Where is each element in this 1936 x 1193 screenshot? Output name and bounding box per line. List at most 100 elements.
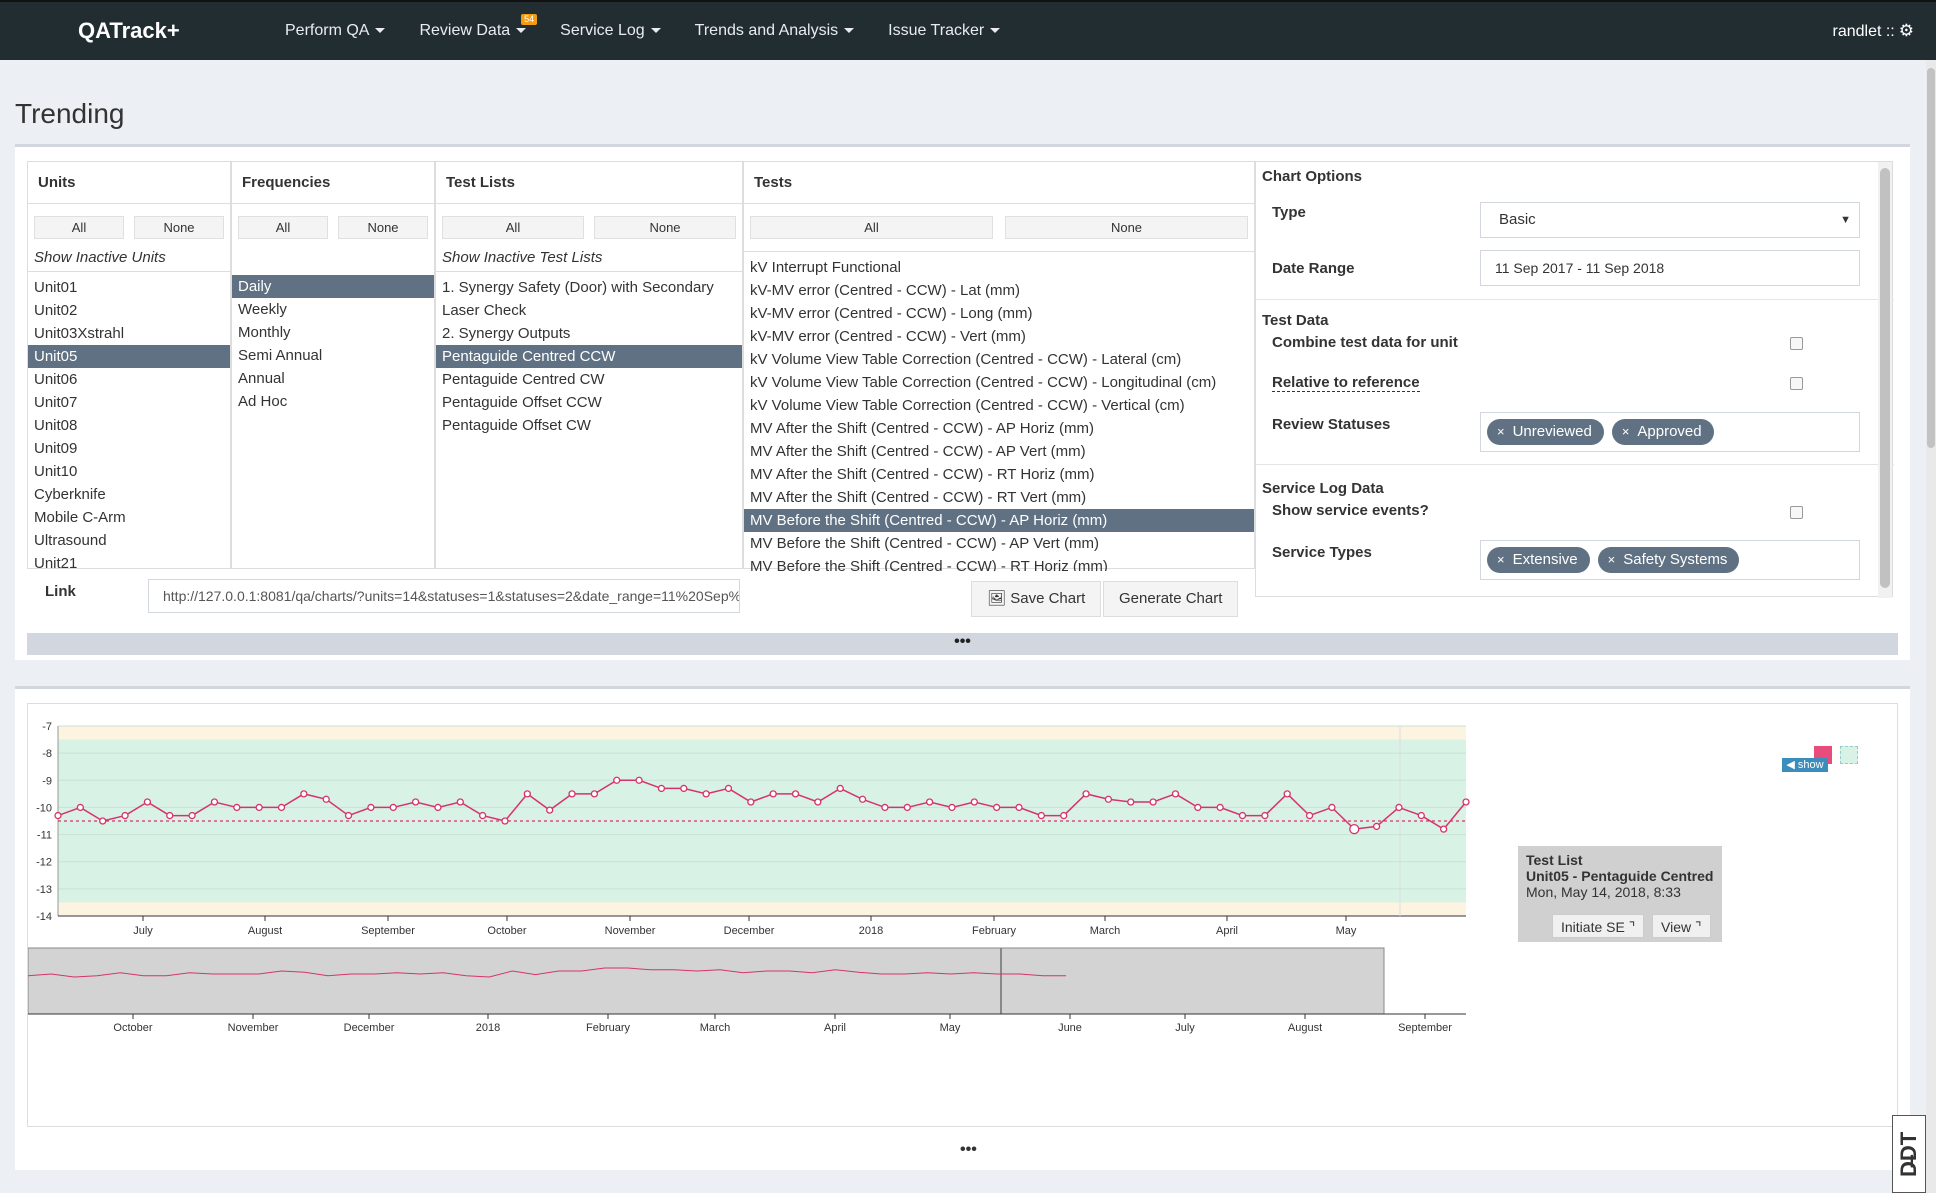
unit-list-item[interactable]: Unit10 <box>34 463 78 480</box>
brand-logo[interactable]: QATrack+ <box>0 2 264 60</box>
show-inactive-units-link[interactable]: Show Inactive Units <box>34 249 166 266</box>
test-list-item[interactable]: 2. Synergy Outputs <box>442 325 571 342</box>
test-item[interactable]: kV Volume View Table Correction (Centred… <box>750 374 1217 391</box>
data-point <box>277 803 286 812</box>
remove-icon[interactable]: × <box>1497 552 1505 567</box>
frequency-list-item[interactable]: Weekly <box>238 301 287 318</box>
test-item[interactable]: MV Before the Shift (Centred - CCW) - AP… <box>744 509 1254 532</box>
unit-list-item[interactable]: Unit08 <box>34 417 78 434</box>
frequencies-none-button[interactable]: None <box>338 216 428 239</box>
frequency-list-item[interactable]: Monthly <box>238 324 291 341</box>
test-item[interactable]: MV Before the Shift (Centred - CCW) - AP… <box>750 535 1099 552</box>
unit-list-item[interactable]: Cyberknife <box>34 486 106 503</box>
collapse-filters-bar[interactable]: ••• <box>27 633 1898 655</box>
test-item[interactable]: kV Volume View Table Correction (Centred… <box>750 397 1185 414</box>
nav-issue-tracker[interactable]: Issue Tracker <box>871 2 1017 60</box>
combine-test-data-checkbox[interactable] <box>1790 337 1803 350</box>
test-item[interactable]: kV Interrupt Functional <box>750 259 901 276</box>
tests-none-button[interactable]: None <box>1005 216 1248 239</box>
tests-all-button[interactable]: All <box>750 216 993 239</box>
test-list-item[interactable]: 1. Synergy Safety (Door) with Secondary <box>442 279 714 296</box>
chart-type-select[interactable]: Basic ▼ <box>1480 202 1860 238</box>
save-chart-button[interactable]: 🖼 Save Chart <box>971 581 1102 617</box>
frequency-list-item[interactable]: Semi Annual <box>238 347 323 364</box>
nav-perform-qa[interactable]: Perform QA <box>268 2 402 60</box>
frequency-list-item[interactable]: Daily <box>232 275 434 298</box>
trend-chart[interactable]: -7 -8 -9 -10 -11 -12 -13 -14 July August September… <box>27 704 1899 1128</box>
service-types-select[interactable]: × Extensive × Safety Systems <box>1480 540 1860 580</box>
show-service-events-checkbox[interactable] <box>1790 506 1803 519</box>
units-none-button[interactable]: None <box>134 216 224 239</box>
nav-review-data[interactable]: Review Data 54 <box>402 2 543 60</box>
ddt-badge: D̶DT <box>1892 1115 1926 1193</box>
unit-list-item[interactable]: Ultrasound <box>34 532 107 549</box>
view-button[interactable]: View ⌝ <box>1652 914 1711 938</box>
test-lists-all-button[interactable]: All <box>442 216 584 239</box>
test-list-item[interactable]: Laser Check <box>442 302 527 319</box>
navigator-tick-label: June <box>1058 1022 1082 1034</box>
test-item[interactable]: MV After the Shift (Centred - CCW) - RT … <box>750 466 1095 483</box>
image-icon: 🖼 <box>987 590 1011 607</box>
unit-list-item[interactable]: Unit07 <box>34 394 78 411</box>
data-point <box>1395 803 1403 812</box>
test-item[interactable]: MV After the Shift (Centred - CCW) - AP … <box>750 420 1094 437</box>
status-tag-unreviewed[interactable]: × Unreviewed <box>1487 419 1604 445</box>
unit-list-item[interactable]: Mobile C-Arm <box>34 509 126 526</box>
data-point <box>948 803 956 812</box>
show-inactive-test-lists-link[interactable]: Show Inactive Test Lists <box>442 249 603 266</box>
remove-icon[interactable]: × <box>1621 424 1630 439</box>
relative-to-reference-checkbox[interactable] <box>1790 377 1803 390</box>
test-item[interactable]: MV After the Shift (Centred - CCW) - RT … <box>750 489 1087 506</box>
data-point <box>590 790 599 798</box>
legend-band-swatch[interactable] <box>1840 746 1858 764</box>
page-scrollbar[interactable] <box>1926 60 1936 1193</box>
test-list-item[interactable]: Pentaguide Centred CCW <box>436 345 742 368</box>
user-menu[interactable]: randlet :: ⚙ <box>1832 21 1914 40</box>
nav-service-log[interactable]: Service Log <box>543 2 678 60</box>
unit-list-item[interactable]: Unit09 <box>34 440 78 457</box>
service-tag-extensive[interactable]: × Extensive <box>1487 547 1590 573</box>
remove-icon[interactable]: × <box>1497 424 1505 439</box>
initiate-se-button[interactable]: Initiate SE ⌝ <box>1552 914 1645 938</box>
unit-list-item[interactable]: Unit03Xstrahl <box>34 325 125 342</box>
unit-list-item[interactable]: Unit02 <box>34 302 78 319</box>
test-item[interactable]: kV-MV error (Centred - CCW) - Lat (mm) <box>750 282 1021 299</box>
test-list-item[interactable]: Pentaguide Offset CCW <box>442 394 602 411</box>
unit-list-item[interactable]: Unit21 <box>34 555 78 572</box>
unit-list-item[interactable]: Unit01 <box>34 279 78 296</box>
x-tick-label: September <box>361 925 415 937</box>
data-point <box>1171 790 1180 798</box>
service-tag-safety-systems[interactable]: × Safety Systems <box>1597 547 1740 573</box>
frequencies-all-button[interactable]: All <box>238 216 328 239</box>
show-legend-button[interactable]: ◀ show <box>1782 758 1828 772</box>
review-statuses-select[interactable]: × Unreviewed × Approved <box>1480 412 1860 452</box>
frequency-list-item[interactable]: Annual <box>238 370 285 387</box>
frequency-list-item[interactable]: Ad Hoc <box>238 393 288 410</box>
test-item[interactable]: MV Before the Shift (Centred - CCW) - RT… <box>750 558 1108 571</box>
chart-link-input[interactable]: http://127.0.0.1:8081/qa/charts/?units=1… <box>148 579 740 613</box>
test-list-item[interactable]: Pentaguide Offset CW <box>442 417 591 434</box>
navigator-tick-label: December <box>344 1022 395 1034</box>
remove-icon[interactable]: × <box>1607 552 1616 567</box>
test-item[interactable]: MV After the Shift (Centred - CCW) - AP … <box>750 443 1086 460</box>
caret-down-icon <box>844 28 855 34</box>
unit-list-item[interactable]: Unit05 <box>28 345 230 368</box>
test-item[interactable]: kV Volume View Table Correction (Centred… <box>750 351 1182 368</box>
date-range-input[interactable]: 11 Sep 2017 - 11 Sep 2018 <box>1480 250 1860 286</box>
data-point <box>836 784 844 793</box>
chart-options-scrollbar[interactable] <box>1878 162 1892 598</box>
units-all-button[interactable]: All <box>34 216 124 239</box>
generate-chart-button[interactable]: Generate Chart <box>1103 581 1239 617</box>
data-point <box>1261 811 1269 820</box>
test-list-item[interactable]: Pentaguide Centred CW <box>442 371 605 388</box>
navigator-series <box>27 967 1066 978</box>
test-lists-none-button[interactable]: None <box>594 216 736 239</box>
nav-trends-analysis[interactable]: Trends and Analysis <box>678 2 871 60</box>
status-tag-approved[interactable]: × Approved <box>1611 419 1714 445</box>
collapse-chart-handle[interactable]: ••• <box>960 1141 977 1158</box>
data-point <box>724 784 733 793</box>
test-item[interactable]: kV-MV error (Centred - CCW) - Long (mm) <box>750 305 1033 322</box>
unit-list-item[interactable]: Unit06 <box>34 371 78 388</box>
page-title: Trending <box>15 98 125 129</box>
test-item[interactable]: kV-MV error (Centred - CCW) - Vert (mm) <box>750 328 1026 345</box>
